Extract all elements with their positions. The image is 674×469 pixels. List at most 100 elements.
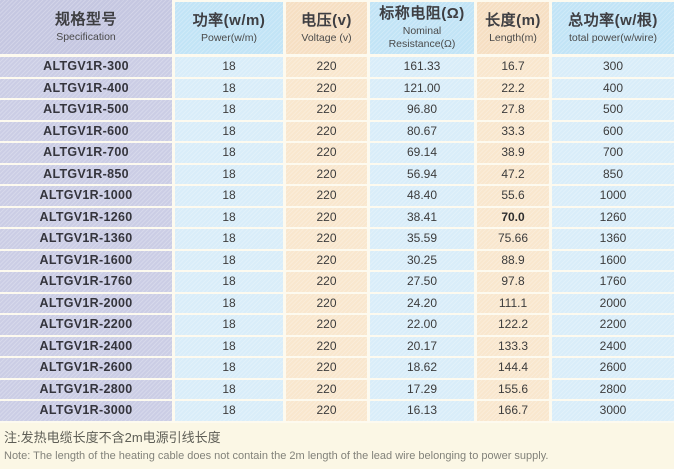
cell-resistance: 69.14 xyxy=(370,143,477,165)
cell-power: 18 xyxy=(175,121,286,143)
col-header-length-zh: 长度(m) xyxy=(485,11,541,29)
cell-power: 18 xyxy=(175,143,286,165)
note-english: Note: The length of the heating cable do… xyxy=(4,449,549,462)
cell-length: 144.4 xyxy=(477,358,552,380)
cell-power: 18 xyxy=(175,57,286,79)
cell-power: 18 xyxy=(175,336,286,358)
cell-voltage: 220 xyxy=(286,336,370,358)
col-header-power-zh: 功率(w/m) xyxy=(192,11,266,29)
cell-length: 70.0 xyxy=(477,207,552,229)
cell-total-power: 1000 xyxy=(552,186,674,208)
cell-voltage: 220 xyxy=(286,121,370,143)
cell-resistance: 27.50 xyxy=(370,272,477,294)
cell-total-power: 850 xyxy=(552,164,674,186)
cell-model: ALTGV1R-2400 xyxy=(0,336,175,358)
table-row: ALTGV1R-500 18 220 96.80 27.8 500 xyxy=(0,100,674,122)
footer-notes: 注:发热电缆长度不含2m电源引线长度 Note: The length of t… xyxy=(4,430,674,463)
col-header-voltage-zh: 电压(v) xyxy=(301,11,352,29)
cell-voltage: 220 xyxy=(286,100,370,122)
cell-model: ALTGV1R-1000 xyxy=(0,186,175,208)
cell-length: 22.2 xyxy=(477,78,552,100)
cell-total-power: 3000 xyxy=(552,401,674,423)
table-row: ALTGV1R-600 18 220 80.67 33.3 600 xyxy=(0,121,674,143)
cell-resistance: 56.94 xyxy=(370,164,477,186)
col-header-specification: 规格型号 Specification xyxy=(0,0,175,57)
cell-model: ALTGV1R-2600 xyxy=(0,358,175,380)
cell-model: ALTGV1R-400 xyxy=(0,78,175,100)
table-row: ALTGV1R-2800 18 220 17.29 155.6 2800 xyxy=(0,379,674,401)
cell-length: 111.1 xyxy=(477,293,552,315)
cell-length: 97.8 xyxy=(477,272,552,294)
col-header-voltage-en: Voltage (v) xyxy=(301,31,352,44)
col-header-power: 功率(w/m) Power(w/m) xyxy=(175,0,286,57)
cell-voltage: 220 xyxy=(286,401,370,423)
cell-total-power: 700 xyxy=(552,143,674,165)
cell-resistance: 48.40 xyxy=(370,186,477,208)
cell-power: 18 xyxy=(175,229,286,251)
table-row: ALTGV1R-1360 18 220 35.59 75.66 1360 xyxy=(0,229,674,251)
col-header-power-en: Power(w/m) xyxy=(200,31,257,44)
cell-length: 55.6 xyxy=(477,186,552,208)
cell-total-power: 1760 xyxy=(552,272,674,294)
cell-voltage: 220 xyxy=(286,164,370,186)
cell-total-power: 2200 xyxy=(552,315,674,337)
cell-voltage: 220 xyxy=(286,250,370,272)
col-header-resistance: 标称电阻(Ω) Nominal Resistance(Ω) xyxy=(370,0,477,57)
cell-voltage: 220 xyxy=(286,272,370,294)
cell-resistance: 161.33 xyxy=(370,57,477,79)
cell-voltage: 220 xyxy=(286,57,370,79)
cell-resistance: 80.67 xyxy=(370,121,477,143)
cell-power: 18 xyxy=(175,186,286,208)
table-row: ALTGV1R-700 18 220 69.14 38.9 700 xyxy=(0,143,674,165)
cell-total-power: 2000 xyxy=(552,293,674,315)
cell-voltage: 220 xyxy=(286,358,370,380)
cell-power: 18 xyxy=(175,401,286,423)
table-row: ALTGV1R-2400 18 220 20.17 133.3 2400 xyxy=(0,336,674,358)
cell-resistance: 17.29 xyxy=(370,379,477,401)
cell-power: 18 xyxy=(175,164,286,186)
cell-length: 33.3 xyxy=(477,121,552,143)
header-row: 规格型号 Specification 功率(w/m) Power(w/m) 电压… xyxy=(0,0,674,57)
table-row: ALTGV1R-2600 18 220 18.62 144.4 2600 xyxy=(0,358,674,380)
col-header-voltage: 电压(v) Voltage (v) xyxy=(286,0,370,57)
cell-total-power: 2800 xyxy=(552,379,674,401)
cell-resistance: 24.20 xyxy=(370,293,477,315)
col-header-specification-en: Specification xyxy=(56,30,116,43)
cell-voltage: 220 xyxy=(286,293,370,315)
note-chinese: 注:发热电缆长度不含2m电源引线长度 xyxy=(4,429,221,445)
cell-model: ALTGV1R-2800 xyxy=(0,379,175,401)
cell-resistance: 16.13 xyxy=(370,401,477,423)
cell-power: 18 xyxy=(175,207,286,229)
cell-total-power: 500 xyxy=(552,100,674,122)
cell-power: 18 xyxy=(175,78,286,100)
cell-voltage: 220 xyxy=(286,186,370,208)
table-row: ALTGV1R-2200 18 220 22.00 122.2 2200 xyxy=(0,315,674,337)
cell-total-power: 1360 xyxy=(552,229,674,251)
col-header-total-power: 总功率(w/根) total power(w/wire) xyxy=(552,0,674,57)
cell-total-power: 2400 xyxy=(552,336,674,358)
cell-model: ALTGV1R-1600 xyxy=(0,250,175,272)
table-row: ALTGV1R-300 18 220 161.33 16.7 300 xyxy=(0,57,674,79)
table-row: ALTGV1R-1600 18 220 30.25 88.9 1600 xyxy=(0,250,674,272)
col-header-resistance-en: Nominal Resistance(Ω) xyxy=(388,25,456,50)
cell-power: 18 xyxy=(175,358,286,380)
cell-length: 75.66 xyxy=(477,229,552,251)
cell-length: 16.7 xyxy=(477,57,552,79)
cell-model: ALTGV1R-1360 xyxy=(0,229,175,251)
cell-resistance: 30.25 xyxy=(370,250,477,272)
cell-model: ALTGV1R-300 xyxy=(0,57,175,79)
cell-power: 18 xyxy=(175,272,286,294)
cell-voltage: 220 xyxy=(286,379,370,401)
table-body: ALTGV1R-300 18 220 161.33 16.7 300 ALTGV… xyxy=(0,57,674,423)
cell-total-power: 1260 xyxy=(552,207,674,229)
cell-resistance: 38.41 xyxy=(370,207,477,229)
cell-resistance: 22.00 xyxy=(370,315,477,337)
cell-voltage: 220 xyxy=(286,207,370,229)
cell-power: 18 xyxy=(175,250,286,272)
col-header-specification-zh: 规格型号 xyxy=(54,10,117,28)
cell-model: ALTGV1R-2000 xyxy=(0,293,175,315)
table-header: 规格型号 Specification 功率(w/m) Power(w/m) 电压… xyxy=(0,0,674,57)
col-header-length-en: Length(m) xyxy=(489,31,537,44)
cell-total-power: 300 xyxy=(552,57,674,79)
